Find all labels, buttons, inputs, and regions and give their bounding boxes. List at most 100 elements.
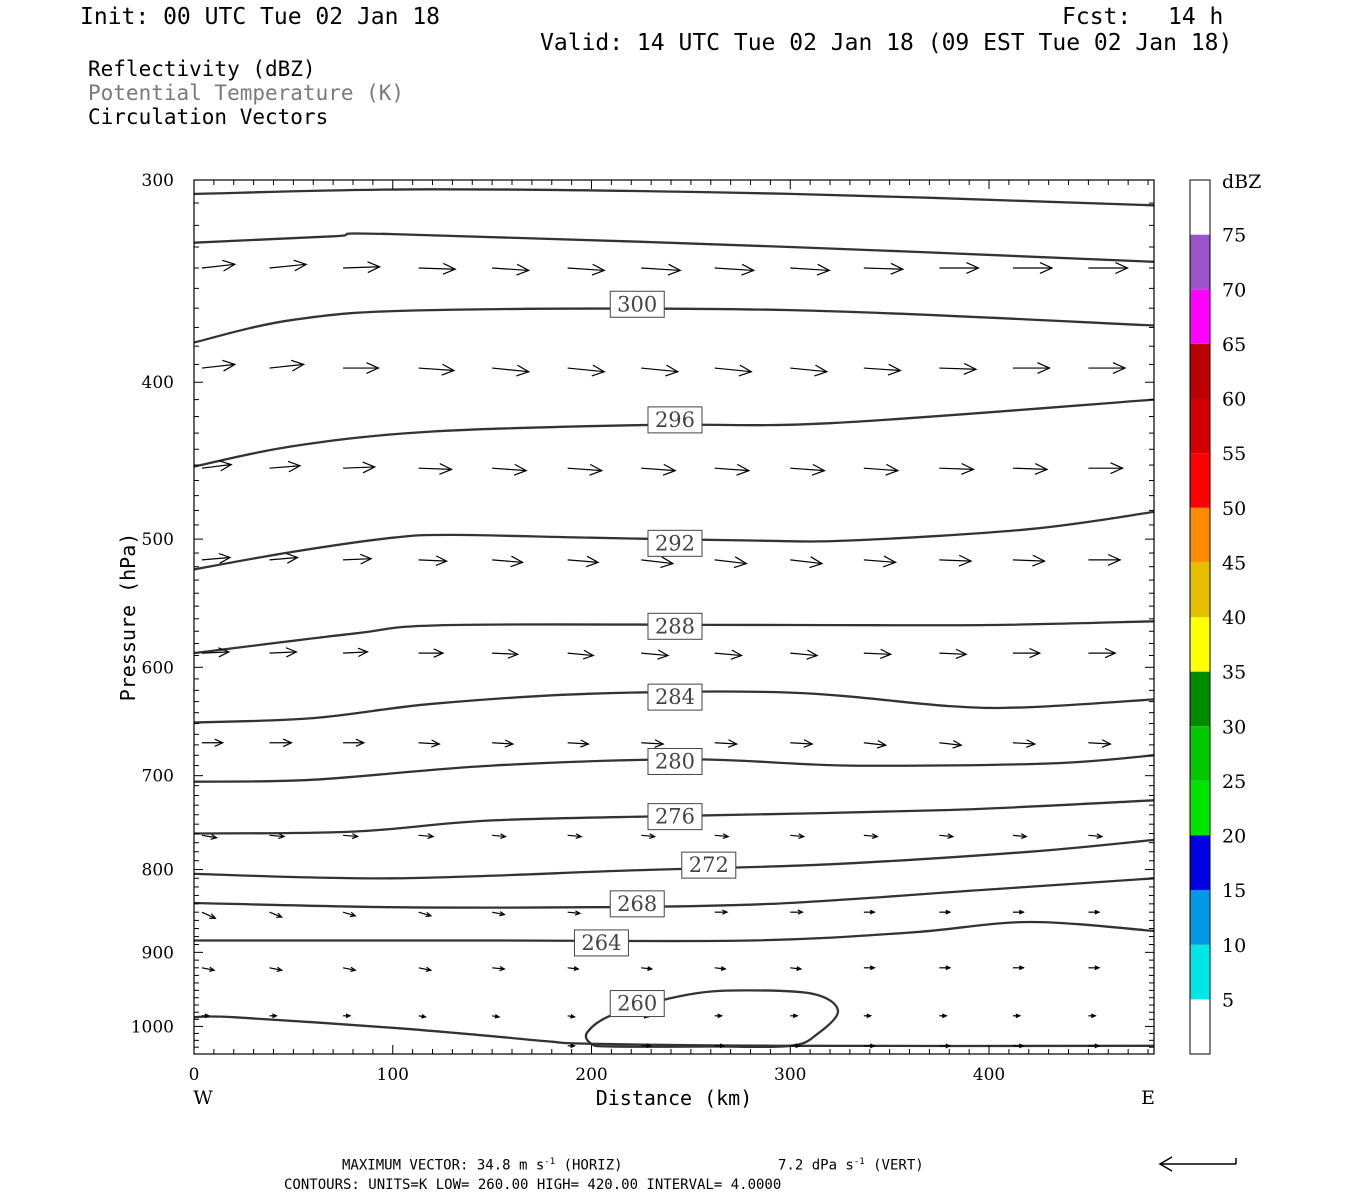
vector-head bbox=[961, 463, 975, 475]
y-axis-label: Pressure (hPa) bbox=[116, 533, 140, 702]
vector-head bbox=[355, 738, 366, 747]
circulation-vector bbox=[418, 966, 433, 972]
colorbar-swatch bbox=[1190, 289, 1210, 344]
vector-shaft bbox=[714, 742, 737, 745]
contour-label-box bbox=[647, 803, 703, 831]
isentrope-312 bbox=[194, 188, 1154, 207]
x-tick-label: 200 bbox=[575, 1065, 607, 1085]
vector-shaft bbox=[342, 967, 356, 971]
vector-head bbox=[816, 263, 831, 276]
vector-head bbox=[741, 263, 756, 276]
circulation-vector bbox=[790, 966, 803, 972]
vector-head bbox=[717, 1013, 724, 1019]
vector-shaft bbox=[418, 967, 431, 971]
vector-head bbox=[507, 648, 520, 659]
vector-shaft bbox=[790, 367, 827, 373]
circulation-vector bbox=[269, 738, 293, 748]
circulation-vector bbox=[939, 1013, 948, 1019]
vector-head bbox=[573, 966, 580, 972]
vector-shaft bbox=[863, 267, 903, 270]
vector-head bbox=[367, 261, 382, 274]
contour-label-box bbox=[609, 890, 665, 918]
vector-head bbox=[1104, 647, 1117, 659]
vector-shaft bbox=[342, 911, 356, 917]
colorbar-swatch bbox=[1190, 726, 1210, 781]
contour-label-text: 296 bbox=[655, 408, 695, 432]
circulation-vector bbox=[343, 362, 380, 374]
vector-head bbox=[720, 966, 727, 972]
vector-shaft bbox=[343, 266, 380, 269]
isentrope-264 bbox=[194, 920, 1154, 943]
colorbar-swatch bbox=[1190, 780, 1210, 836]
circulation-vector bbox=[567, 739, 590, 748]
circulation-vector bbox=[939, 463, 975, 475]
vector-head bbox=[441, 363, 456, 376]
y-tick-label: 400 bbox=[142, 373, 174, 393]
vector-shaft bbox=[939, 367, 976, 370]
vector-head bbox=[1101, 739, 1112, 748]
vector-head bbox=[882, 555, 897, 568]
isentrope-268 bbox=[194, 877, 1154, 909]
vector-shaft bbox=[1012, 559, 1045, 562]
contour-label-box bbox=[647, 747, 703, 775]
vector-head bbox=[1115, 262, 1129, 274]
circulation-vector bbox=[939, 740, 963, 749]
circulation-vector bbox=[1012, 647, 1042, 659]
vector-shaft bbox=[714, 559, 747, 565]
colorbar-label: 15 bbox=[1222, 880, 1246, 902]
vector-head bbox=[499, 911, 506, 917]
vector-shaft bbox=[939, 559, 972, 562]
vector-shaft bbox=[269, 834, 285, 838]
circulation-vector bbox=[863, 463, 900, 476]
vector-shaft bbox=[939, 742, 962, 746]
y-tick-label: 500 bbox=[142, 530, 174, 550]
circulation-vector bbox=[269, 833, 286, 840]
vector-head bbox=[803, 739, 814, 748]
vector-shaft bbox=[269, 967, 282, 971]
colorbar-label: 45 bbox=[1222, 552, 1246, 574]
vector-shaft bbox=[418, 367, 455, 372]
vector-head bbox=[286, 553, 300, 564]
vector-head bbox=[287, 460, 302, 473]
circulation-vector bbox=[492, 463, 528, 476]
vector-head bbox=[276, 966, 284, 972]
vector-head bbox=[272, 1013, 278, 1019]
vector-head bbox=[591, 263, 606, 276]
circulation-vector bbox=[201, 647, 231, 658]
circulation-vector bbox=[641, 1043, 652, 1049]
vector-head bbox=[580, 739, 590, 748]
circulation-vector bbox=[269, 359, 306, 372]
circulation-vector bbox=[641, 833, 657, 839]
circulation-vector bbox=[567, 910, 582, 916]
circulation-vector bbox=[492, 739, 515, 748]
max-vector-horiz-label: (HORIZ) bbox=[555, 1157, 623, 1174]
vector-shaft bbox=[939, 834, 953, 838]
x-end-label-east: E bbox=[1141, 1087, 1155, 1109]
circulation-vector bbox=[1012, 362, 1051, 374]
forecast-hours: 14 h bbox=[1168, 4, 1224, 30]
vector-shaft bbox=[418, 911, 431, 917]
vector-head bbox=[439, 463, 453, 475]
circulation-vector bbox=[418, 1013, 427, 1019]
vector-shaft bbox=[1088, 834, 1102, 838]
circulation-vector bbox=[269, 647, 298, 658]
vector-shaft bbox=[863, 742, 886, 746]
circulation-vector bbox=[567, 463, 604, 476]
contour-label-layer: 300 296 292 288 284 280 276 272 268 264 260 bbox=[573, 290, 737, 1018]
x-axis-label: Distance (km) bbox=[596, 1086, 753, 1110]
vector-head bbox=[885, 463, 900, 476]
vector-head bbox=[1094, 965, 1101, 971]
vector-shaft bbox=[201, 967, 215, 971]
vector-head bbox=[218, 553, 232, 564]
vector-head bbox=[1032, 554, 1047, 567]
contour-label-box bbox=[609, 990, 665, 1018]
circulation-vector bbox=[1088, 1043, 1101, 1049]
contour-info: CONTOURS: UNITS=K LOW= 260.00 HIGH= 420.… bbox=[284, 1177, 782, 1193]
circulation-vector bbox=[863, 740, 888, 749]
circulation-vector bbox=[492, 833, 508, 839]
vector-head bbox=[1094, 909, 1101, 915]
circulation-vector bbox=[1012, 909, 1025, 915]
vector-head bbox=[1020, 833, 1028, 839]
circulation-vector bbox=[790, 364, 829, 377]
circulation-vector bbox=[863, 1043, 876, 1049]
